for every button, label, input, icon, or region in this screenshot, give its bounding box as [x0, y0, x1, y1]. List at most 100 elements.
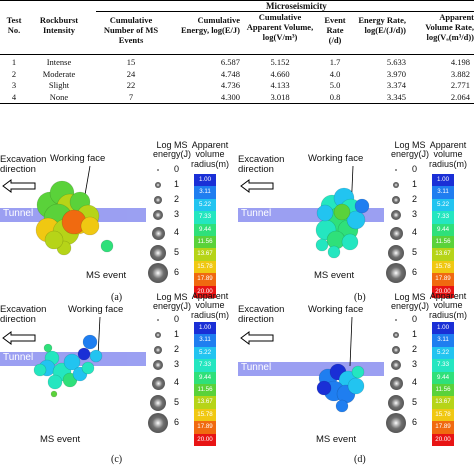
energy-level-label: 0 — [412, 314, 418, 324]
colorbar-swatch: 15.78 — [194, 260, 216, 274]
header-test-no: Test No. — [6, 15, 22, 35]
energy-sphere-icon — [395, 319, 397, 321]
figure-panel-d: Tunnel Excavation direction Working face MS… — [238, 291, 474, 458]
colorbar-swatch: 9.44 — [432, 223, 454, 236]
colorbar-swatch: 1.00 — [432, 174, 454, 187]
energy-size-legend: 0 1 2 3 4 5 6 — [148, 313, 190, 433]
excavation-arrow-icon — [240, 331, 274, 345]
figure-panel-c: Tunnel Excavation direction Working face MS… — [0, 291, 236, 458]
table-cell: 3.970 — [386, 68, 406, 79]
energy-level-label: 3 — [412, 209, 418, 219]
table-cell: 3.018 — [270, 91, 290, 102]
figure-panel-b: Tunnel Excavation direction Working face MS… — [238, 140, 474, 298]
ms-event-label: MS event — [86, 270, 127, 281]
volume-legend-title: Apparent volume radius(m) — [428, 140, 467, 169]
ms-event-label: MS event — [316, 434, 357, 445]
colorbar-swatch: 1.00 — [194, 322, 216, 335]
energy-sphere-icon — [157, 319, 159, 321]
energy-sphere-icon — [391, 210, 401, 220]
ms-event-sphere — [341, 233, 359, 251]
tunnel-label: Tunnel — [241, 362, 272, 373]
energy-sphere-icon — [389, 226, 403, 240]
table-cell: 4.198 — [450, 57, 470, 67]
energy-size-legend: 0 1 2 3 4 5 6 — [386, 163, 428, 283]
energy-level-label: 2 — [412, 194, 418, 204]
ms-event-sphere — [63, 353, 81, 371]
energy-sphere-icon — [391, 360, 401, 370]
colorbar-swatch: 20.00 — [194, 285, 216, 298]
working-face-label: Working face — [308, 153, 364, 164]
colorbar-swatch: 20.00 — [432, 285, 454, 298]
table-cell: 5.152 — [270, 57, 290, 67]
energy-sphere-icon — [157, 169, 159, 171]
energy-legend-item: 6 — [148, 263, 190, 283]
energy-sphere-icon — [155, 332, 161, 338]
panel-caption: (d) — [354, 454, 366, 465]
table-cell: 1.7 — [329, 57, 341, 67]
energy-legend-title: Log MS energy(J) — [152, 140, 191, 160]
ms-event-sphere — [346, 210, 366, 230]
colorbar-swatch: 17.89 — [194, 421, 216, 434]
colorbar-swatch: 5.22 — [194, 198, 216, 212]
ms-event-sphere — [81, 361, 95, 375]
energy-legend-item: 5 — [150, 243, 190, 263]
energy-legend-item: 2 — [388, 193, 428, 208]
colorbar-swatch: 13.67 — [432, 396, 454, 409]
energy-legend-item: 5 — [388, 243, 428, 263]
energy-size-legend: 0 1 2 3 4 5 6 — [386, 313, 428, 433]
table-top-rule — [0, 0, 474, 1]
energy-level-label: 0 — [174, 314, 180, 324]
table-cell: Slight — [48, 80, 70, 90]
energy-sphere-icon — [386, 413, 406, 433]
working-face-pointer — [33, 316, 103, 398]
colorbar-swatch: 11.56 — [432, 383, 454, 397]
energy-level-label: 6 — [412, 417, 418, 427]
header-cum-energy: Cumulative Energy, log(E/J) — [180, 15, 240, 35]
energy-legend-item: 6 — [386, 413, 428, 433]
table-cell: 4.133 — [270, 80, 290, 90]
colorbar-swatch: 3.11 — [432, 186, 454, 199]
table-cell: 2.064 — [450, 91, 470, 102]
energy-legend-item: 4 — [150, 223, 190, 243]
table-cell: 3.345 — [386, 91, 406, 102]
working-face-pointer — [316, 316, 365, 413]
ms-event-sphere — [47, 374, 63, 390]
energy-sphere-icon — [153, 360, 163, 370]
table-cell: 5.0 — [329, 80, 341, 90]
energy-level-label: 3 — [412, 359, 418, 369]
energy-sphere-icon — [155, 182, 161, 188]
energy-level-label: 5 — [412, 247, 418, 257]
table-cell: 1 — [11, 57, 17, 67]
energy-legend-item: 5 — [150, 393, 190, 413]
colorbar-swatch: 17.89 — [432, 273, 454, 286]
colorbar-swatch: 15.78 — [432, 408, 454, 422]
energy-level-label: 6 — [174, 417, 180, 427]
table-cell: 3.374 — [386, 80, 406, 90]
colorbar-swatch: 5.22 — [432, 198, 454, 212]
ms-event-sphere — [100, 239, 114, 253]
colorbar-swatch: 17.89 — [432, 421, 454, 434]
working-face-pointer — [35, 165, 114, 256]
colorbar-swatch: 15.78 — [432, 260, 454, 274]
table-cell: 7 — [128, 91, 134, 102]
energy-legend-item: 1 — [388, 328, 428, 343]
energy-legend-item: 3 — [150, 208, 190, 223]
energy-level-label: 0 — [174, 164, 180, 174]
ms-event-sphere — [351, 365, 365, 379]
volume-legend-title: Apparent volume radius(m) — [190, 291, 229, 320]
figure-panel-a: Tunnel Excavation direction Working face MS… — [0, 140, 236, 298]
energy-legend-item: 3 — [388, 208, 428, 223]
table-cell: 4 — [11, 91, 17, 102]
energy-sphere-icon — [386, 263, 406, 283]
table-cell: 2 — [11, 68, 17, 79]
energy-sphere-icon — [154, 196, 162, 204]
table-cell: 5.633 — [386, 57, 406, 67]
energy-sphere-icon — [393, 182, 399, 188]
colorbar-swatch: 7.33 — [432, 359, 454, 372]
table-cell: 3.882 — [450, 68, 470, 79]
energy-legend-item: 0 — [150, 313, 190, 328]
table-cell: 4.748 — [220, 68, 240, 79]
colorbar-swatch: 1.00 — [432, 322, 454, 335]
table-cell: 6.587 — [220, 57, 240, 67]
panel-caption: (b) — [354, 292, 366, 303]
